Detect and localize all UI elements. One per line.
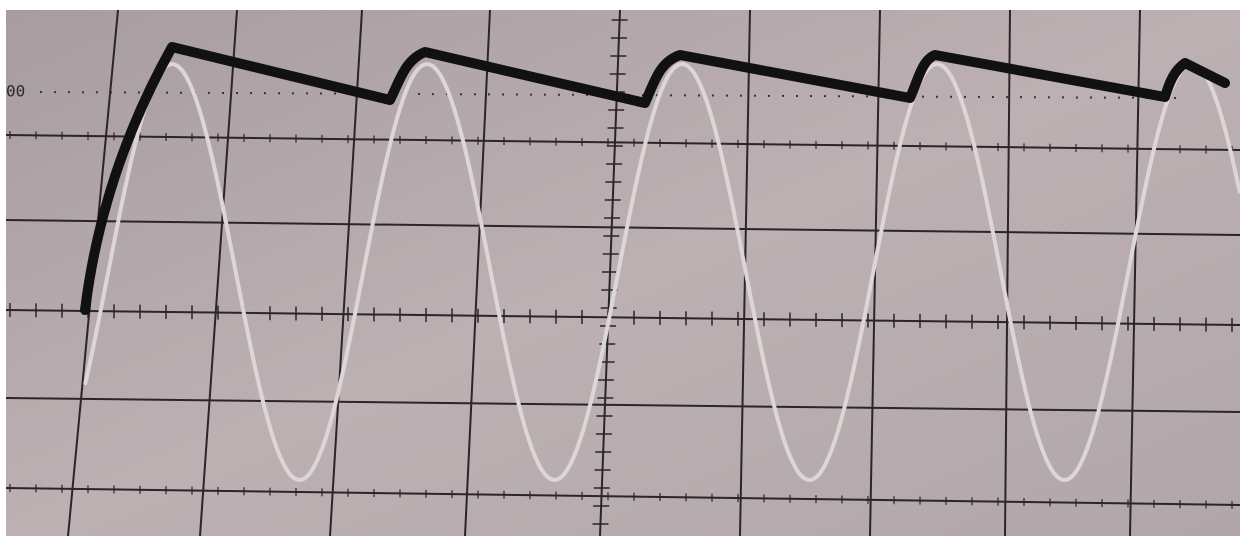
page: 00 (() => { const data = JSON.parse(docu… xyxy=(0,0,1240,539)
level-label: 00 xyxy=(6,82,25,101)
oscilloscope-photo: 00 xyxy=(0,0,1240,539)
